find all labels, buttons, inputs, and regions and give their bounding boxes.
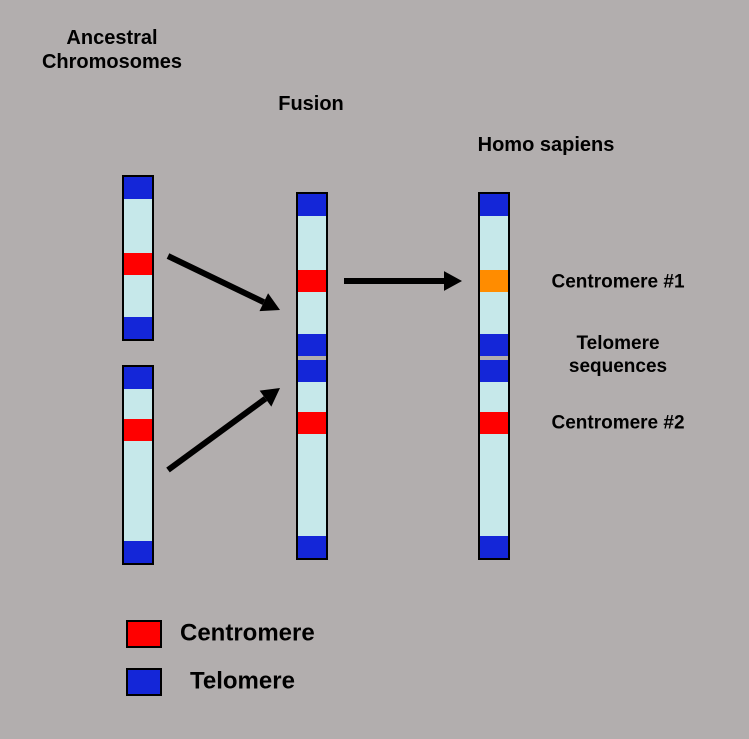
legend-centromere-label: Centromere bbox=[180, 620, 315, 649]
chromosome-segment bbox=[480, 194, 508, 216]
chromosome-segment bbox=[124, 275, 152, 317]
title-ancestral: Ancestral Chromosomes bbox=[42, 26, 182, 74]
chromosome-segment bbox=[480, 382, 508, 412]
chromosome-segment bbox=[124, 177, 152, 199]
arrow-fusion-to-sapiens bbox=[326, 263, 480, 299]
annotation-centromere-2: Centromere #2 bbox=[551, 413, 684, 436]
annotation-centromere-1: Centromere #1 bbox=[551, 272, 684, 295]
chromosome-segment bbox=[124, 389, 152, 419]
chromosome-segment bbox=[480, 434, 508, 536]
diagram-stage: Ancestral Chromosomes Fusion Homo sapien… bbox=[0, 0, 749, 739]
arrow-ancestral-top-to-fusion bbox=[150, 238, 298, 328]
chromosome-segment bbox=[124, 317, 152, 339]
chromosome-segment bbox=[480, 292, 508, 334]
arrow-ancestral-bottom-to-fusion bbox=[150, 370, 298, 488]
chromosome-segment bbox=[124, 541, 152, 563]
chromosome-segment bbox=[124, 367, 152, 389]
chromosome-segment bbox=[480, 216, 508, 270]
chromosome-segment bbox=[298, 360, 326, 382]
chromosome-segment bbox=[124, 199, 152, 253]
chromosome-segment bbox=[124, 419, 152, 441]
chromosome-segment bbox=[298, 334, 326, 356]
chromosome-segment bbox=[480, 360, 508, 382]
title-sapiens: Homo sapiens bbox=[478, 133, 615, 157]
sapiens-chromosome bbox=[478, 192, 510, 560]
chromosome-segment bbox=[124, 253, 152, 275]
chromosome-segment bbox=[298, 292, 326, 334]
chromosome-segment bbox=[298, 216, 326, 270]
legend-telomere-swatch bbox=[126, 668, 162, 696]
fusion-chromosome bbox=[296, 192, 328, 560]
chromosome-segment bbox=[298, 434, 326, 536]
legend-telomere-label: Telomere bbox=[190, 668, 295, 697]
chromosome-segment bbox=[298, 412, 326, 434]
chromosome-segment bbox=[480, 334, 508, 356]
chromosome-segment bbox=[124, 441, 152, 541]
chromosome-segment bbox=[480, 536, 508, 558]
chromosome-segment bbox=[298, 194, 326, 216]
chromosome-segment bbox=[480, 270, 508, 292]
chromosome-segment bbox=[298, 382, 326, 412]
chromosome-segment bbox=[298, 270, 326, 292]
chromosome-segment bbox=[480, 412, 508, 434]
title-fusion: Fusion bbox=[278, 92, 344, 116]
chromosome-segment bbox=[298, 536, 326, 558]
legend-centromere-swatch bbox=[126, 620, 162, 648]
annotation-telomere-sequences: Telomere sequences bbox=[569, 333, 667, 379]
